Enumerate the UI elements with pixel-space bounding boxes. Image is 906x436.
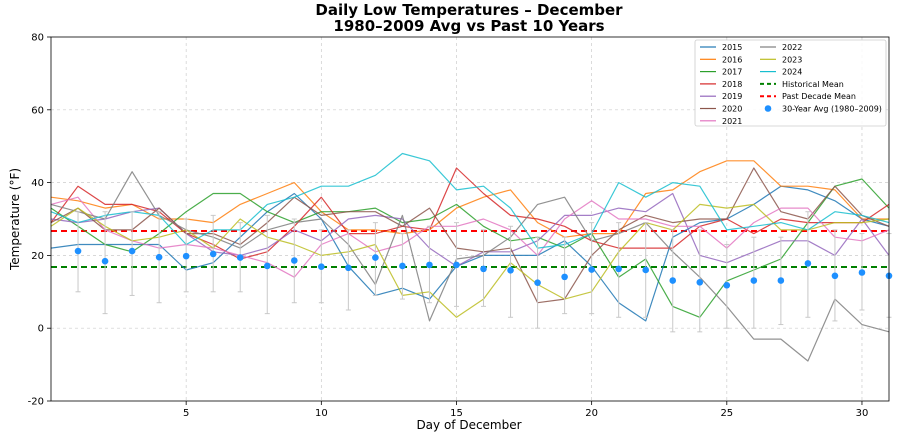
series-line-2023	[50, 203, 890, 318]
avg-point	[507, 267, 514, 274]
series-line-2015	[50, 185, 890, 322]
y-axis-label: Temperature (°F)	[8, 168, 22, 271]
series-line-2016	[50, 160, 889, 238]
legend-item-2017-label: 2017	[722, 68, 742, 77]
series-lines	[50, 152, 890, 362]
chart-title: Daily Low Temperatures – December	[315, 1, 623, 19]
avg-point	[345, 264, 352, 272]
legend-box	[694, 39, 887, 127]
series-line-2017	[50, 178, 890, 318]
avg-point	[588, 266, 595, 273]
avg-point	[831, 272, 839, 280]
legend-item-2016-label: 2016	[722, 55, 742, 64]
chart-subtitle: 1980–2009 Avg vs Past 10 Years	[333, 17, 604, 35]
x-tick-label: 20	[585, 408, 598, 419]
y-tick-label: 20	[31, 251, 44, 262]
legend-item-30-year-avg-label: 30-Year Avg (1980–2009)	[782, 105, 882, 114]
avg-point	[642, 266, 650, 274]
avg-point	[263, 262, 271, 270]
avg-point	[318, 263, 325, 270]
y-tick-label: 0	[38, 324, 44, 335]
y-tick-label: 40	[31, 178, 44, 189]
legend-item-2020-label: 2020	[722, 105, 742, 114]
avg-point	[561, 273, 568, 281]
avg-point	[534, 279, 541, 287]
legend-item-2015-label: 2015	[722, 43, 742, 52]
y-tick-label: 80	[31, 33, 44, 44]
avg-point	[426, 261, 433, 269]
avg-point	[723, 281, 731, 289]
series-line-2022	[50, 171, 890, 362]
plot-frame	[50, 36, 890, 402]
avg-point	[74, 247, 82, 255]
legend-item-2023-label: 2023	[782, 55, 802, 64]
x-tick-label: 25	[720, 408, 733, 419]
series-line-2024	[50, 152, 890, 249]
avg-point	[236, 254, 244, 261]
avg-point	[182, 252, 190, 260]
avg-point	[696, 279, 704, 286]
avg-point	[480, 265, 487, 273]
avg-point	[777, 277, 785, 284]
x-tick-label: 30	[856, 408, 869, 419]
avg-point	[615, 265, 622, 273]
series-line-2019	[50, 192, 890, 267]
legend-item-past-decade-mean-label: Past Decade Mean	[782, 92, 856, 101]
avg-point	[290, 257, 298, 264]
y-axis-ticks: -20 0 20 40 60 80	[28, 33, 51, 408]
avg-point	[669, 277, 677, 284]
y-tick-label: -20	[28, 397, 44, 408]
avg-point	[858, 269, 866, 276]
avg-point	[209, 250, 217, 258]
series-line-2018	[50, 167, 890, 260]
legend-item-2022-label: 2022	[782, 43, 802, 52]
x-tick-label: 10	[315, 408, 328, 419]
avg-point	[453, 261, 460, 269]
avg-point	[399, 262, 406, 270]
legend-item-2019-label: 2019	[722, 92, 742, 101]
x-axis-ticks: 5 10 15 20 25 30	[183, 401, 868, 419]
avg-point	[804, 260, 812, 267]
avg-point	[750, 277, 758, 284]
legend-item-2018-label: 2018	[722, 80, 742, 89]
x-tick-label: 15	[450, 408, 463, 419]
legend: 2015 2016 2017 2018 2019 2020 2021 2022 2023 2024…	[694, 39, 887, 127]
legend-item-30-year-avg-swatch	[764, 105, 772, 112]
legend-item-2024-label: 2024	[782, 68, 802, 77]
avg-point	[128, 247, 136, 255]
legend-item-historical-mean-label: Historical Mean	[782, 80, 844, 89]
avg-point	[372, 254, 379, 261]
avg-point	[155, 253, 163, 261]
y-tick-label: 60	[31, 105, 44, 116]
x-tick-label: 5	[183, 408, 189, 419]
avg-points	[74, 247, 893, 289]
x-axis-label: Day of December	[416, 418, 521, 432]
avg-point	[101, 257, 109, 265]
legend-item-2021-label: 2021	[722, 117, 742, 126]
